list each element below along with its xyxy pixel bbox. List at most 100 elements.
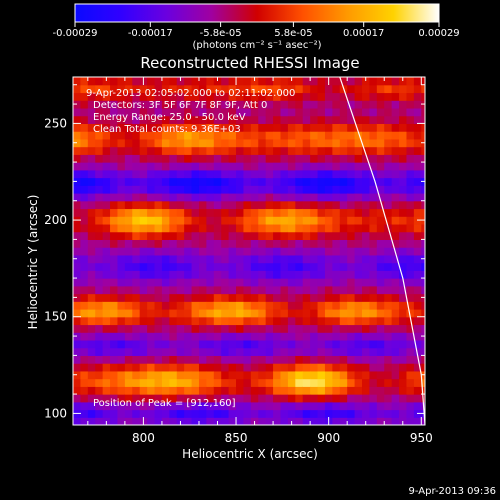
heatmap-cell xyxy=(347,123,356,132)
heatmap-cell xyxy=(391,301,400,310)
heatmap-cell xyxy=(362,401,371,411)
heatmap-cell xyxy=(102,370,111,380)
heatmap-cell xyxy=(95,262,104,271)
heatmap-cell xyxy=(191,169,200,179)
heatmap-cell xyxy=(139,309,148,318)
heatmap-cell xyxy=(310,409,319,418)
heatmap-cell xyxy=(73,309,82,318)
heatmap-cell xyxy=(213,378,222,387)
heatmap-cell xyxy=(198,115,207,124)
heatmap-cell xyxy=(250,355,259,364)
heatmap-cell xyxy=(176,138,185,148)
heatmap-cell xyxy=(265,84,274,94)
heatmap-cell xyxy=(221,417,230,425)
heatmap-cell xyxy=(258,154,267,163)
heatmap-cell xyxy=(273,169,282,179)
heatmap-cell xyxy=(169,394,178,403)
heatmap-cell xyxy=(362,84,371,94)
heatmap-cell xyxy=(236,115,245,124)
heatmap-cell xyxy=(73,332,82,341)
heatmap-cell xyxy=(310,401,319,411)
heatmap-cell xyxy=(406,216,415,225)
heatmap-cell xyxy=(362,285,371,295)
heatmap-cell xyxy=(310,154,319,163)
heatmap-cell xyxy=(154,278,163,287)
heatmap-cell xyxy=(406,123,415,132)
heatmap-cell xyxy=(124,107,133,117)
heatmap-cell xyxy=(132,278,141,287)
heatmap-cell xyxy=(413,77,422,86)
heatmap-cell xyxy=(228,409,237,418)
heatmap-cell xyxy=(73,100,82,109)
heatmap-cell xyxy=(176,216,185,225)
heatmap-cell xyxy=(376,254,385,264)
heatmap-cell xyxy=(213,185,222,194)
heatmap-cell xyxy=(369,293,378,302)
heatmap-cell xyxy=(280,401,289,411)
heatmap-cell xyxy=(332,223,341,233)
heatmap-cell xyxy=(287,309,296,318)
heatmap-cell xyxy=(117,115,126,124)
heatmap-cell xyxy=(250,309,259,318)
heatmap-cell xyxy=(169,363,178,372)
heatmap-cell xyxy=(310,92,319,101)
heatmap-cell xyxy=(406,239,415,248)
heatmap-cell xyxy=(362,239,371,248)
heatmap-cell xyxy=(280,355,289,364)
heatmap-cell xyxy=(117,138,126,148)
heatmap-cell xyxy=(310,77,319,86)
heatmap-cell xyxy=(332,301,341,310)
heatmap-cell xyxy=(236,363,245,372)
heatmap-cell xyxy=(413,162,422,171)
heatmap-cell xyxy=(406,200,415,210)
heatmap-cell xyxy=(132,347,141,356)
heatmap-cell xyxy=(147,386,156,395)
heatmap-cell xyxy=(154,169,163,179)
heatmap-cell xyxy=(147,247,156,256)
heatmap-cell xyxy=(206,77,215,86)
heatmap-cell xyxy=(399,146,408,155)
heatmap-cell xyxy=(110,146,119,155)
heatmap-cell xyxy=(169,401,178,411)
heatmap-cell xyxy=(198,254,207,264)
heatmap-cell xyxy=(302,417,311,425)
heatmap-cell xyxy=(161,123,170,132)
heatmap-cell xyxy=(317,169,326,179)
heatmap-cell xyxy=(406,100,415,109)
heatmap-cell xyxy=(310,270,319,279)
heatmap-cell xyxy=(206,84,215,94)
heatmap-cell xyxy=(250,169,259,179)
heatmap-cell xyxy=(302,84,311,94)
heatmap-cell xyxy=(376,417,385,425)
heatmap-cell xyxy=(273,417,282,425)
heatmap-cell xyxy=(391,216,400,225)
heatmap-cell xyxy=(354,378,363,387)
heatmap-cell xyxy=(376,401,385,411)
heatmap-cell xyxy=(332,363,341,372)
heatmap-cell xyxy=(280,216,289,225)
heatmap-cell xyxy=(295,138,304,148)
heatmap-cell xyxy=(176,370,185,380)
heatmap-cell xyxy=(369,355,378,364)
heatmap-cell xyxy=(369,278,378,287)
heatmap-cell xyxy=(147,363,156,372)
heatmap-cell xyxy=(317,115,326,124)
heatmap-cell xyxy=(295,208,304,217)
heatmap-cell xyxy=(332,270,341,279)
heatmap-cell xyxy=(258,417,267,425)
heatmap-cell xyxy=(117,355,126,364)
heatmap-cell xyxy=(250,216,259,225)
heatmap-cell xyxy=(273,247,282,256)
heatmap-cell xyxy=(191,254,200,264)
heatmap-cell xyxy=(176,324,185,333)
heatmap-cell xyxy=(362,386,371,395)
heatmap-cell xyxy=(250,231,259,240)
heatmap-cell xyxy=(273,138,282,148)
heatmap-cell xyxy=(198,301,207,310)
heatmap-cell xyxy=(339,239,348,248)
heatmap-cell xyxy=(169,239,178,248)
heatmap-cell xyxy=(102,200,111,210)
heatmap-cell xyxy=(399,409,408,418)
heatmap-cell xyxy=(384,92,393,101)
heatmap-cell xyxy=(384,123,393,132)
